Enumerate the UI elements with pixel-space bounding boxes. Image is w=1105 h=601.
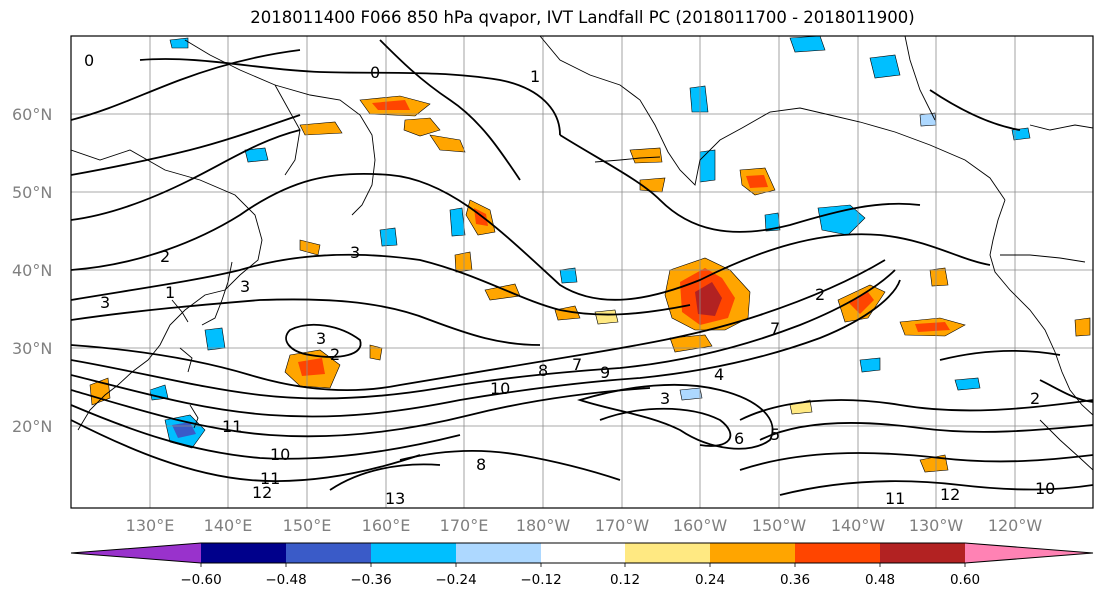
contour-label: 2 — [1030, 389, 1040, 408]
lon-label: 160°W — [673, 516, 728, 535]
lon-label: 130°W — [909, 516, 964, 535]
colorbar-tick-label: −0.60 — [180, 572, 221, 588]
lon-label: 150°W — [752, 516, 807, 535]
contour-label: 13 — [385, 489, 405, 508]
colorbar-tick-label: 0.36 — [780, 572, 810, 588]
colorbar-segment — [71, 543, 201, 563]
lat-label: 40°N — [12, 261, 52, 280]
latitude-labels: 60°N 50°N 40°N 30°N 20°N — [12, 105, 52, 436]
contour-label: 3 — [350, 243, 360, 262]
colorbar-segment — [456, 543, 541, 563]
contour-label: 10 — [270, 445, 290, 464]
lon-label: 170°E — [440, 516, 489, 535]
ivt-contours — [71, 39, 1093, 496]
colorbar-tick-label: −0.24 — [435, 572, 476, 588]
lat-label: 50°N — [12, 183, 52, 202]
lon-label: 140°W — [831, 516, 886, 535]
colorbar-segment — [710, 543, 795, 563]
colorbar-tick-label: 0.24 — [695, 572, 725, 588]
lon-label: 140°E — [204, 516, 253, 535]
contour-label: 7 — [572, 355, 582, 374]
contour-label: 11 — [885, 489, 905, 508]
colorbar-segment — [201, 543, 286, 563]
contour-labels: 0 1 2 3 3 3 2 3 2 7 8 9 10 11 10 11 12 3… — [84, 51, 1055, 508]
contour-label: 7 — [770, 319, 780, 338]
contour-label: 1 — [530, 67, 540, 86]
lat-label: 30°N — [12, 339, 52, 358]
contour-label: 8 — [538, 361, 548, 380]
contour-label: 6 — [734, 429, 744, 448]
contour-label: 8 — [476, 455, 486, 474]
negative-anomaly-shading — [149, 36, 1031, 449]
contour-label: 12 — [940, 485, 960, 504]
lat-label: 20°N — [12, 417, 52, 436]
lat-label: 60°N — [12, 105, 52, 124]
contour-label: 3 — [100, 293, 110, 312]
lon-label: 150°E — [283, 516, 332, 535]
contour-label: 5 — [770, 425, 780, 444]
contour-label: 10 — [1035, 479, 1055, 498]
colorbar-segment — [625, 543, 710, 563]
lon-label: 130°E — [126, 516, 175, 535]
colorbar-segment — [541, 543, 625, 563]
contour-label: 1 — [165, 283, 175, 302]
contour-label: 10 — [490, 379, 510, 398]
colorbar-segment — [965, 543, 1093, 563]
colorbar-segment — [286, 543, 371, 563]
contour-label: 3 — [240, 277, 250, 296]
contour-label: 3 — [316, 329, 326, 348]
map-frame — [70, 35, 1094, 509]
contour-label: 2 — [330, 345, 340, 364]
coastlines — [71, 36, 1093, 471]
lon-label: 180°W — [516, 516, 571, 535]
contour-label: 3 — [660, 389, 670, 408]
lon-label: 160°E — [362, 516, 411, 535]
colorbar-tick-label: −0.36 — [350, 572, 391, 588]
longitude-labels: 130°E 140°E 150°E 160°E 170°E 180°W 170°… — [126, 516, 1043, 535]
contour-label: 0 — [370, 63, 380, 82]
lon-label: 120°W — [988, 516, 1043, 535]
map-title: 2018011400 F066 850 hPa qvapor, IVT Land… — [250, 8, 915, 27]
colorbar-tick-label: 0.60 — [950, 572, 980, 588]
colorbar-tick-label: −0.48 — [265, 572, 306, 588]
colorbar-segment — [371, 543, 456, 563]
contour-label: 0 — [84, 51, 94, 70]
contour-label: 12 — [252, 483, 272, 502]
colorbar: −0.60 −0.48 −0.36 −0.24 −0.12 0.12 0.24 … — [70, 542, 1094, 588]
colorbar-tick-label: 0.48 — [865, 572, 895, 588]
contour-label: 2 — [160, 247, 170, 266]
contour-label: 9 — [600, 363, 610, 382]
positive-anomaly-shading — [89, 95, 1091, 473]
colorbar-segment — [880, 543, 965, 563]
contour-label: 4 — [714, 365, 724, 384]
contour-label: 11 — [260, 469, 280, 488]
colorbar-tick-label: 0.12 — [610, 572, 640, 588]
colorbar-tick-label: −0.12 — [520, 572, 561, 588]
contour-label: 2 — [815, 285, 825, 304]
lon-label: 170°W — [595, 516, 650, 535]
colorbar-segment — [795, 543, 880, 563]
contour-label: 11 — [222, 417, 242, 436]
